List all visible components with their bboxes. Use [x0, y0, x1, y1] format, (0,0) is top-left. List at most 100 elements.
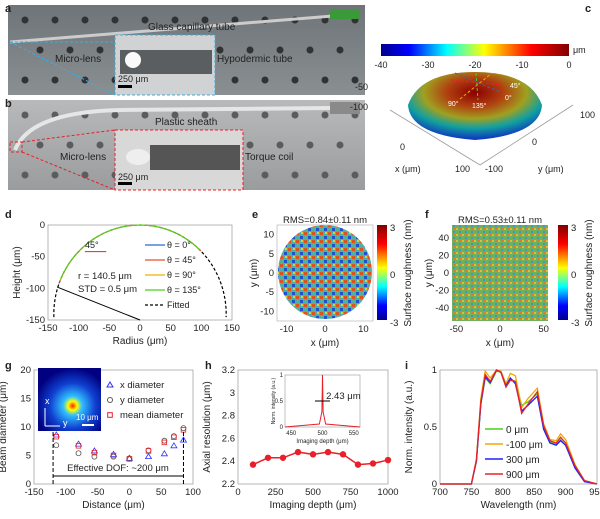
y-tick-label: 15: [20, 394, 31, 405]
angle-label: 0°: [505, 94, 512, 102]
pegboard-hole: [321, 111, 329, 119]
plastic-sheath: [13, 106, 331, 151]
x-axis-label: Wavelength (nm): [481, 500, 557, 511]
colorbar-tick: -40: [374, 60, 387, 70]
inset-psf-curve: [284, 374, 361, 428]
colorbar-e: [377, 225, 387, 320]
marker-x-diameter: [109, 450, 118, 457]
pegboard-hole: [261, 76, 269, 84]
pegboard-hole: [96, 141, 104, 149]
label-torque-coil: Torque coil: [245, 152, 293, 163]
legend-entry: θ = 135°: [167, 285, 201, 295]
legend-entry: 0 μm: [506, 425, 528, 436]
x-tick-label: 1000: [377, 487, 398, 498]
x-tick-label: 0: [137, 323, 142, 334]
pegboard-hole: [321, 76, 329, 84]
panel-label-b: b: [5, 98, 12, 110]
pegboard-hole: [351, 171, 359, 179]
data-point: [294, 448, 302, 456]
pegboard-hole: [171, 16, 179, 24]
z-tick: -50: [355, 82, 368, 92]
pegboard-hole: [321, 171, 329, 179]
data-point: [324, 448, 332, 456]
y-tick-label: 0: [432, 479, 437, 490]
micro-lens-a: [125, 52, 141, 68]
inset-scale-label: 10 μm: [76, 413, 99, 422]
y-tick-label: 0: [444, 268, 449, 279]
axes-g: [33, 369, 194, 485]
roughness-map-f: [452, 225, 548, 321]
x-tick-label: 850: [526, 487, 542, 498]
zoom-line: [21, 129, 116, 143]
rms-title: RMS=0.53±0.11 nm: [458, 215, 542, 226]
y-tick-label: 1: [432, 365, 437, 376]
rms-title: RMS=0.84±0.11 nm: [283, 215, 367, 226]
angle-label: 135°: [472, 102, 487, 110]
label-micro-lens: Micro-lens: [55, 54, 101, 65]
y-tick-label: 2.4: [222, 456, 235, 467]
axial-resolution-line: [252, 451, 389, 466]
marker-mean-diameter: [171, 434, 177, 440]
x-tick-label: 50: [538, 324, 549, 335]
x-tick-label: -150: [24, 487, 43, 498]
capillary-tube: [9, 13, 346, 44]
marker-x-diameter: [144, 452, 153, 460]
dof-annotation: Effective DOF: ~200 μm: [67, 463, 169, 474]
photo-panel-b: [8, 100, 365, 191]
y-axis-label: y (μm): [424, 259, 435, 288]
pegboard-hole: [261, 171, 269, 179]
data-point: [384, 456, 392, 464]
marker-mean-diameter: [75, 443, 82, 449]
y-tick: 100: [580, 110, 595, 120]
data-point: [354, 461, 362, 468]
zoom-box: [9, 141, 23, 153]
pegboard-hole: [201, 111, 209, 119]
inset-x-tick: 500: [317, 431, 328, 437]
annotation-std: STD = 0.5 μm: [78, 284, 137, 295]
label-plastic-sheath: Plastic sheath: [155, 117, 217, 128]
inset-axis-y: y: [63, 418, 68, 428]
marker-y-diameter: [53, 442, 60, 449]
pegboard-hole: [261, 111, 269, 119]
x-tick-label: 100: [185, 487, 201, 498]
x-axis-label: Distance (μm): [82, 500, 144, 511]
panel-label-h: h: [205, 360, 212, 372]
pegboard-hole: [36, 141, 44, 149]
x-tick-label: 750: [343, 487, 359, 498]
inset-x-label: Imaging depth (μm): [296, 439, 348, 445]
torque-coil: [150, 145, 240, 170]
profile-line-135: [475, 72, 479, 101]
x-tick-label: 0: [322, 324, 327, 335]
pegboard-hole: [96, 46, 104, 54]
marker-y-diameter: [91, 453, 98, 460]
legend-entry: θ = 90°: [167, 270, 196, 280]
roughness-map-e: [278, 225, 372, 319]
y-axis-label: Axial resolution (μm): [202, 381, 213, 472]
inset-axis-x: x: [45, 396, 50, 406]
y-tick-label: 3: [230, 388, 235, 399]
annotation-radius: r = 140.5 μm: [78, 271, 132, 282]
legend-entry: θ = 45°: [167, 255, 196, 265]
legend-marker: [107, 397, 113, 403]
pegboard-hole: [21, 111, 29, 119]
fwhm-annotation: 2.43 μm: [326, 391, 361, 402]
x-tick-label: 50: [156, 487, 167, 498]
y-tick-label: 5: [269, 249, 274, 260]
y-tick-label: -50: [31, 252, 45, 263]
data-point: [309, 451, 317, 458]
x-axis-label: Imaging depth (μm): [270, 500, 357, 511]
marker-mean-diameter: [53, 433, 59, 440]
marker-mean-diameter: [110, 452, 117, 459]
y-tick-label: 5: [26, 451, 31, 462]
marker-y-diameter: [161, 437, 168, 444]
pegboard-hole: [231, 16, 239, 24]
y-axis-label: Norm. intensity (a.u.): [404, 381, 415, 474]
data-point: [339, 451, 347, 458]
z-tick: -100: [350, 102, 368, 112]
x-axis-label: x (μm): [311, 338, 340, 349]
legend-marker: [106, 381, 114, 388]
profile-curve-theta: [60, 224, 201, 280]
colorbar-tick: -20: [468, 60, 481, 70]
connector: [330, 9, 360, 19]
pegboard-hole: [216, 46, 224, 54]
